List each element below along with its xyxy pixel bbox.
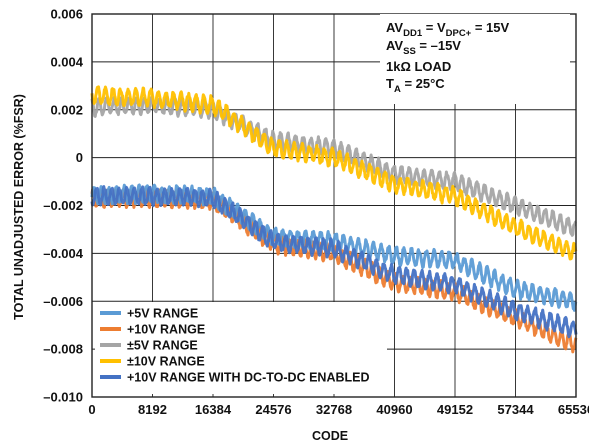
annotation-line-1: AVDD1 = VDPC+ = 15V <box>386 20 510 39</box>
x-tick-label: 49152 <box>437 402 473 417</box>
series-line-0 <box>90 183 578 312</box>
y-tick-label: 0.004 <box>50 54 83 69</box>
y-tick-label: –0.006 <box>43 294 83 309</box>
x-tick-label: 24576 <box>255 402 291 417</box>
x-tick-label: 8192 <box>138 402 167 417</box>
legend-label: +10V RANGE WITH DC-TO-DC ENABLED <box>127 371 370 385</box>
x-tick-label: 0 <box>88 402 95 417</box>
y-tick-label: –0.008 <box>43 342 83 357</box>
y-tick-label: 0.002 <box>50 102 83 117</box>
tick-labels: 0 8192 16384 24576 32768 40960 49152 57344 65536… <box>43 7 589 418</box>
x-tick-label: 40960 <box>376 402 412 417</box>
y-axis-title: TOTAL UNADJUSTED ERROR (%FSR) <box>12 94 26 320</box>
x-tick-label: 57344 <box>497 402 534 417</box>
x-tick-label: 65536 <box>558 402 589 417</box>
y-tick-label: –0.010 <box>43 390 83 405</box>
plot-frame <box>91 13 577 398</box>
legend: +5V RANGE +10V RANGE ±5V RANGE ±10V RANGE +1… <box>95 302 387 394</box>
annotation-line-3: 1kΩ LOAD <box>386 59 451 74</box>
series-line-2 <box>90 95 577 237</box>
y-tick-label: 0 <box>76 150 83 165</box>
y-tick-label: –0.004 <box>43 246 84 261</box>
annotation-line-2: AVSS = –15V <box>386 38 461 57</box>
legend-background <box>95 302 387 394</box>
series-line-4 <box>90 185 578 339</box>
x-tick-label: 32768 <box>316 402 352 417</box>
legend-label: ±5V RANGE <box>127 339 198 353</box>
x-tick-label: 16384 <box>195 402 232 417</box>
legend-label: ±10V RANGE <box>127 355 205 369</box>
legend-label: +10V RANGE <box>127 323 205 337</box>
x-axis-title: CODE <box>312 429 348 443</box>
y-tick-label: –0.002 <box>43 198 83 213</box>
conditions-annotation: AVDD1 = VDPC+ = 15V AVSS = –15V 1kΩ LOAD… <box>380 14 570 104</box>
annotation-line-4: TA = 25°C <box>386 76 445 95</box>
annotation-background <box>380 14 570 104</box>
series-line-3 <box>90 85 578 261</box>
series-group <box>90 85 578 354</box>
legend-label: +5V RANGE <box>127 307 198 321</box>
y-tick-label: 0.006 <box>50 7 83 22</box>
